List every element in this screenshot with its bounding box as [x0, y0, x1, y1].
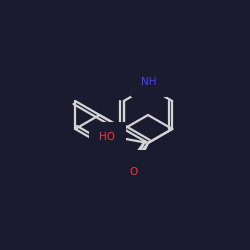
Text: NH: NH — [141, 77, 157, 87]
Text: HO: HO — [99, 132, 115, 142]
Text: O: O — [130, 160, 138, 170]
Text: O: O — [130, 167, 138, 177]
